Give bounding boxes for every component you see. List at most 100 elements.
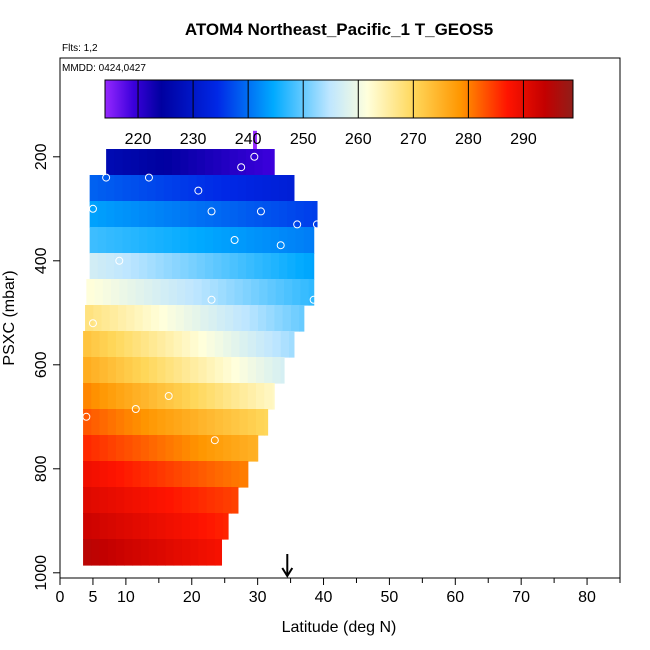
heatmap-cell: [257, 305, 267, 332]
heatmap-cell: [223, 513, 229, 540]
heatmap-cell: [229, 149, 239, 176]
heatmap-cell: [107, 409, 117, 436]
heatmap-cell: [290, 305, 300, 332]
heatmap-cell: [99, 435, 109, 462]
heatmap-cell: [247, 357, 257, 384]
heatmap-cell: [122, 175, 132, 202]
heatmap-cell: [97, 253, 107, 280]
heatmap-cell: [107, 461, 117, 488]
heatmap-cell: [198, 357, 208, 384]
heatmap-cell: [264, 409, 269, 436]
heatmap-cell: [287, 201, 297, 228]
heatmap-cell: [204, 149, 214, 176]
heatmap-cell: [299, 305, 305, 332]
heatmap-cell: [206, 539, 216, 566]
heatmap-cell: [157, 357, 167, 384]
heatmap-cell: [122, 201, 132, 228]
heatmap-cell: [116, 513, 125, 540]
heatmap-cell: [147, 175, 157, 202]
heatmap-cell: [264, 383, 274, 410]
heatmap-cell: [208, 305, 218, 332]
heatmap-cell: [183, 305, 193, 332]
heatmap-cell: [225, 305, 234, 332]
heatmap-cell: [218, 279, 227, 306]
heatmap-cell: [99, 383, 109, 410]
heatmap-cell: [83, 331, 92, 358]
heatmap-cell: [175, 305, 185, 332]
heatmap-cell: [262, 201, 272, 228]
heatmap-cell: [272, 331, 282, 358]
heatmap-cell: [312, 253, 315, 280]
heatmap-cell: [91, 357, 101, 384]
colorbar-tick-label: 230: [180, 131, 207, 148]
heatmap-cell: [214, 513, 224, 540]
heatmap-cell: [99, 331, 109, 358]
heatmap-cell: [256, 383, 265, 410]
heatmap-cell: [157, 461, 167, 488]
heatmap-cell: [139, 175, 148, 202]
heatmap-cell: [221, 149, 231, 176]
heatmap-cell: [83, 383, 92, 410]
heatmap-cell: [172, 253, 181, 280]
colorbar-tick-label: 280: [455, 131, 482, 148]
heatmap-cell: [165, 383, 175, 410]
heatmap-cell: [181, 487, 191, 514]
heatmap-cell: [264, 331, 274, 358]
heatmap-cell: [237, 175, 247, 202]
heatmap-cell: [272, 383, 275, 410]
flight-points: [82, 152, 321, 575]
heatmap-cell: [83, 461, 92, 488]
heatmap-cell: [239, 461, 249, 488]
heatmap-cell: [155, 149, 165, 176]
heatmap-cell: [254, 175, 264, 202]
heatmap-cell: [282, 305, 292, 332]
flight-point: [88, 204, 97, 213]
heatmap-cell: [213, 175, 223, 202]
heatmap-cell: [165, 435, 175, 462]
flight-point: [210, 436, 219, 445]
heatmap-cell: [190, 461, 199, 488]
heatmap-cell: [135, 279, 145, 306]
heatmap-cell: [267, 279, 277, 306]
heatmap-cell: [173, 435, 183, 462]
heatmap-cell: [99, 461, 109, 488]
heatmap-cell: [213, 201, 223, 228]
heatmap-cell: [185, 279, 195, 306]
heatmap-cell: [237, 227, 247, 254]
y-axis: 200 400 600 800 1000: [33, 143, 60, 591]
heatmap-cell: [148, 539, 158, 566]
heatmap-cell: [254, 227, 264, 254]
heatmap-cell: [247, 331, 257, 358]
heatmap-cell: [214, 487, 224, 514]
heatmap-cell: [89, 201, 99, 228]
heatmap-cell: [198, 409, 208, 436]
heatmap-cell: [83, 409, 92, 436]
heatmap-cell: [114, 253, 124, 280]
heatmap-cell: [124, 513, 134, 540]
heatmap-cell: [116, 331, 125, 358]
heatmap-cell: [148, 461, 158, 488]
flight-point: [250, 152, 259, 161]
heatmap-cell: [274, 305, 284, 332]
heatmap-cell: [173, 357, 183, 384]
heatmap-cell: [124, 435, 134, 462]
heatmap-cell: [157, 435, 167, 462]
heatmap-cell: [107, 513, 117, 540]
heatmap-cell: [91, 383, 101, 410]
heatmap-cell: [190, 383, 199, 410]
arrow-marker: [281, 554, 294, 578]
heatmap-cell: [130, 201, 140, 228]
heatmap-cell: [239, 435, 249, 462]
heatmap-cell: [124, 487, 134, 514]
heatmap-cell: [140, 487, 150, 514]
heatmap-cell: [83, 487, 92, 514]
heatmap-cell: [223, 409, 232, 436]
heatmap-cell: [107, 487, 117, 514]
heatmap-cell: [107, 331, 117, 358]
heatmap-cell: [242, 279, 252, 306]
heatmap-cell: [279, 201, 288, 228]
heatmap-cell: [190, 409, 199, 436]
heatmap-cell: [155, 175, 165, 202]
heatmap-cell: [127, 279, 137, 306]
heatmap-cell: [124, 383, 134, 410]
